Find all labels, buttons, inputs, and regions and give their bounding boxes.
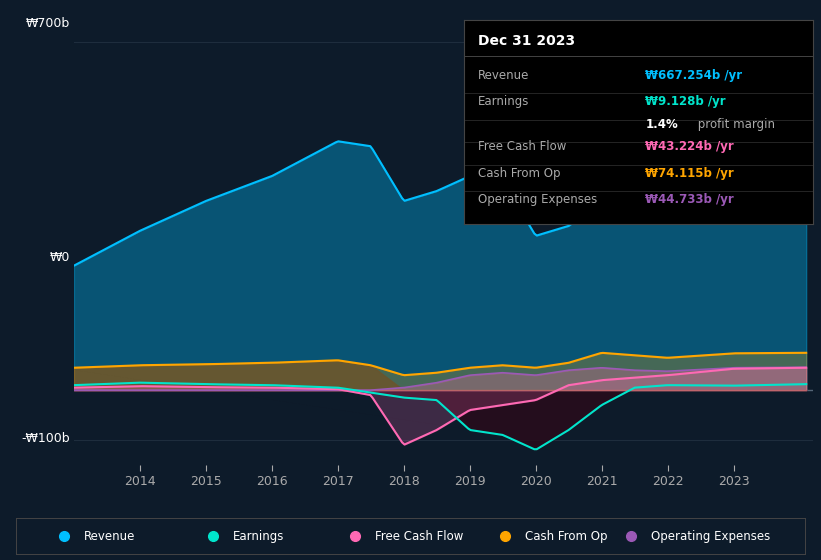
- Text: Dec 31 2023: Dec 31 2023: [478, 34, 575, 48]
- Text: ₩43.224b /yr: ₩43.224b /yr: [645, 140, 734, 153]
- Text: 1.4%: 1.4%: [645, 118, 678, 130]
- Text: profit margin: profit margin: [695, 118, 775, 130]
- Text: Free Cash Flow: Free Cash Flow: [375, 530, 463, 543]
- Text: Earnings: Earnings: [478, 95, 530, 108]
- Text: Operating Expenses: Operating Expenses: [651, 530, 770, 543]
- Text: ₩667.254b /yr: ₩667.254b /yr: [645, 69, 742, 82]
- Text: -₩100b: -₩100b: [21, 432, 70, 445]
- Text: ₩9.128b /yr: ₩9.128b /yr: [645, 95, 726, 108]
- Text: Operating Expenses: Operating Expenses: [478, 193, 597, 206]
- Text: Cash From Op: Cash From Op: [478, 167, 560, 180]
- Text: ₩0: ₩0: [50, 251, 70, 264]
- Text: ₩44.733b /yr: ₩44.733b /yr: [645, 193, 734, 206]
- Text: ₩700b: ₩700b: [26, 17, 70, 30]
- Text: Earnings: Earnings: [233, 530, 285, 543]
- Text: Cash From Op: Cash From Op: [525, 530, 608, 543]
- Text: Revenue: Revenue: [478, 69, 530, 82]
- Text: Free Cash Flow: Free Cash Flow: [478, 140, 566, 153]
- Text: ₩74.115b /yr: ₩74.115b /yr: [645, 167, 734, 180]
- Text: Revenue: Revenue: [84, 530, 135, 543]
